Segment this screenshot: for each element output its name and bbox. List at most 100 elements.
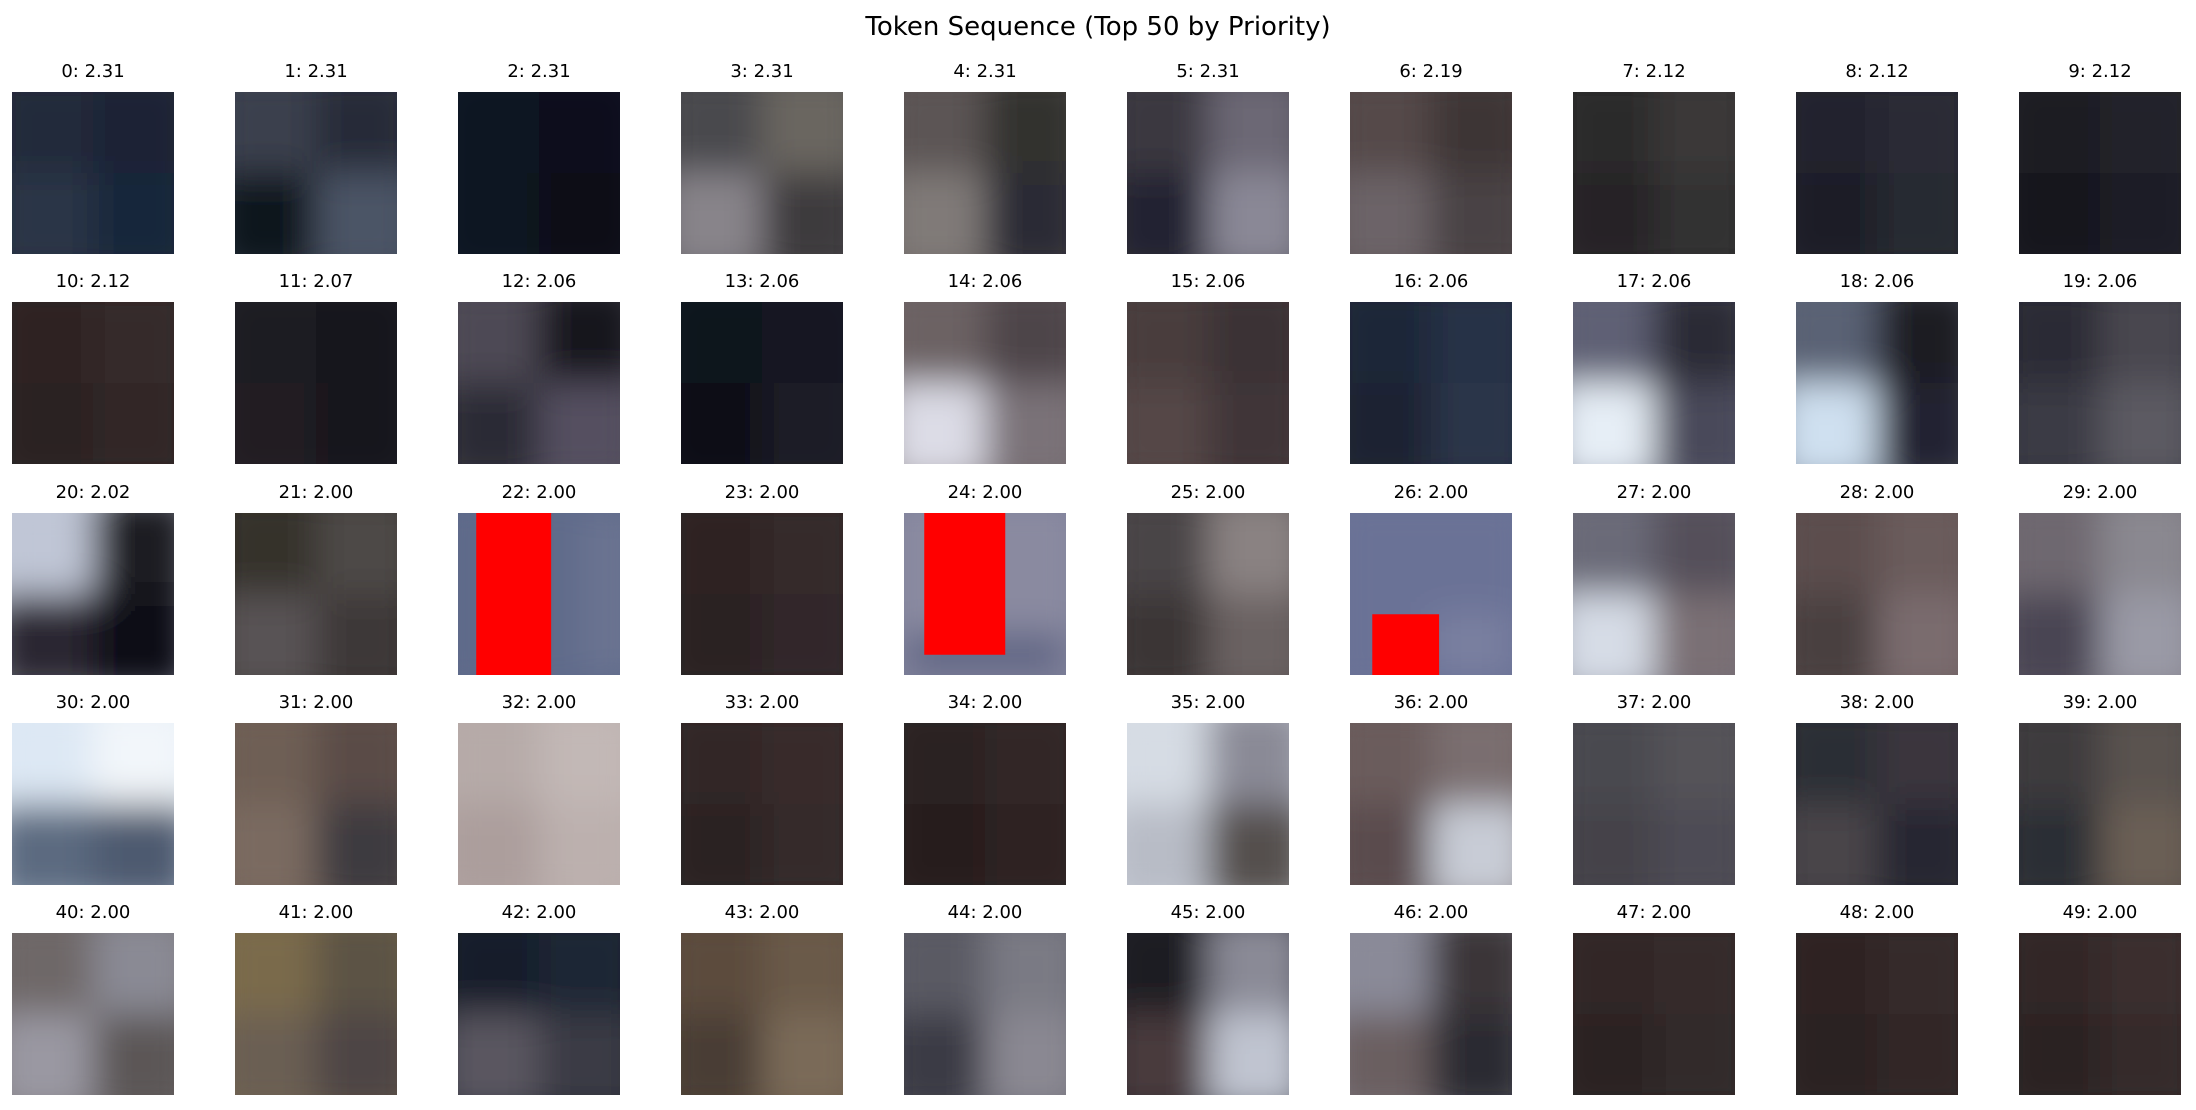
token-label: 36: 2.00 <box>1393 692 1469 713</box>
token-image <box>458 302 620 464</box>
token-label: 24: 2.00 <box>947 482 1023 503</box>
token-label: 46: 2.00 <box>1393 902 1469 923</box>
token-cell: 20: 2.02 <box>8 481 178 681</box>
token-label: 33: 2.00 <box>724 692 800 713</box>
token-image <box>235 513 397 675</box>
token-cell: 7: 2.12 <box>1569 60 1739 260</box>
token-image <box>1127 92 1289 254</box>
token-cell: 24: 2.00 <box>900 481 1070 681</box>
token-image <box>235 933 397 1095</box>
token-image <box>12 92 174 254</box>
token-cell: 15: 2.06 <box>1123 270 1293 470</box>
token-image <box>1350 92 1512 254</box>
token-label: 45: 2.00 <box>1170 902 1246 923</box>
token-label: 4: 2.31 <box>953 61 1017 82</box>
token-label: 5: 2.31 <box>1176 61 1240 82</box>
token-image <box>904 933 1066 1095</box>
token-cell: 47: 2.00 <box>1569 901 1739 1101</box>
token-label: 49: 2.00 <box>2062 902 2138 923</box>
token-image <box>12 933 174 1095</box>
token-image <box>1573 933 1735 1095</box>
token-image <box>1796 92 1958 254</box>
token-image <box>1796 933 1958 1095</box>
token-label: 43: 2.00 <box>724 902 800 923</box>
token-image <box>1350 302 1512 464</box>
token-label: 41: 2.00 <box>278 902 354 923</box>
token-cell: 26: 2.00 <box>1346 481 1516 681</box>
token-label: 25: 2.00 <box>1170 482 1246 503</box>
token-cell: 10: 2.12 <box>8 270 178 470</box>
token-image <box>681 723 843 885</box>
token-cell: 39: 2.00 <box>2015 691 2185 891</box>
token-image <box>2019 933 2181 1095</box>
token-cell: 34: 2.00 <box>900 691 1070 891</box>
token-label: 0: 2.31 <box>61 61 125 82</box>
token-image <box>904 723 1066 885</box>
token-cell: 41: 2.00 <box>231 901 401 1101</box>
token-cell: 44: 2.00 <box>900 901 1070 1101</box>
token-cell: 1: 2.31 <box>231 60 401 260</box>
token-label: 26: 2.00 <box>1393 482 1469 503</box>
token-cell: 46: 2.00 <box>1346 901 1516 1101</box>
token-image <box>1127 933 1289 1095</box>
token-image <box>235 92 397 254</box>
token-image <box>681 92 843 254</box>
token-cell: 17: 2.06 <box>1569 270 1739 470</box>
token-label: 29: 2.00 <box>2062 482 2138 503</box>
token-label: 32: 2.00 <box>501 692 577 713</box>
token-label: 39: 2.00 <box>2062 692 2138 713</box>
token-label: 3: 2.31 <box>730 61 794 82</box>
token-image <box>1127 302 1289 464</box>
token-cell: 25: 2.00 <box>1123 481 1293 681</box>
token-cell: 13: 2.06 <box>677 270 847 470</box>
token-image <box>1796 513 1958 675</box>
token-label: 28: 2.00 <box>1839 482 1915 503</box>
token-label: 35: 2.00 <box>1170 692 1246 713</box>
token-cell: 29: 2.00 <box>2015 481 2185 681</box>
token-image <box>2019 302 2181 464</box>
token-cell: 37: 2.00 <box>1569 691 1739 891</box>
token-image <box>458 513 620 675</box>
token-label: 40: 2.00 <box>55 902 131 923</box>
token-image <box>904 302 1066 464</box>
token-image <box>2019 723 2181 885</box>
token-cell: 4: 2.31 <box>900 60 1070 260</box>
token-label: 19: 2.06 <box>2062 271 2138 292</box>
token-cell: 48: 2.00 <box>1792 901 1962 1101</box>
token-cell: 16: 2.06 <box>1346 270 1516 470</box>
token-cell: 45: 2.00 <box>1123 901 1293 1101</box>
token-cell: 33: 2.00 <box>677 691 847 891</box>
token-label: 13: 2.06 <box>724 271 800 292</box>
token-image <box>458 933 620 1095</box>
token-label: 17: 2.06 <box>1616 271 1692 292</box>
token-cell: 43: 2.00 <box>677 901 847 1101</box>
token-cell: 2: 2.31 <box>454 60 624 260</box>
token-image <box>1573 302 1735 464</box>
token-label: 34: 2.00 <box>947 692 1023 713</box>
token-label: 21: 2.00 <box>278 482 354 503</box>
token-cell: 19: 2.06 <box>2015 270 2185 470</box>
token-image <box>1127 723 1289 885</box>
token-label: 1: 2.31 <box>284 61 348 82</box>
token-cell: 38: 2.00 <box>1792 691 1962 891</box>
token-cell: 28: 2.00 <box>1792 481 1962 681</box>
token-label: 23: 2.00 <box>724 482 800 503</box>
token-image <box>1796 302 1958 464</box>
token-label: 15: 2.06 <box>1170 271 1246 292</box>
token-label: 12: 2.06 <box>501 271 577 292</box>
token-cell: 23: 2.00 <box>677 481 847 681</box>
token-label: 47: 2.00 <box>1616 902 1692 923</box>
token-cell: 32: 2.00 <box>454 691 624 891</box>
token-image <box>12 302 174 464</box>
token-image <box>1350 513 1512 675</box>
token-cell: 30: 2.00 <box>8 691 178 891</box>
token-image <box>2019 92 2181 254</box>
token-label: 20: 2.02 <box>55 482 131 503</box>
token-label: 11: 2.07 <box>278 271 354 292</box>
token-image <box>2019 513 2181 675</box>
token-image <box>12 723 174 885</box>
token-image <box>458 723 620 885</box>
token-image <box>458 92 620 254</box>
token-image <box>904 92 1066 254</box>
